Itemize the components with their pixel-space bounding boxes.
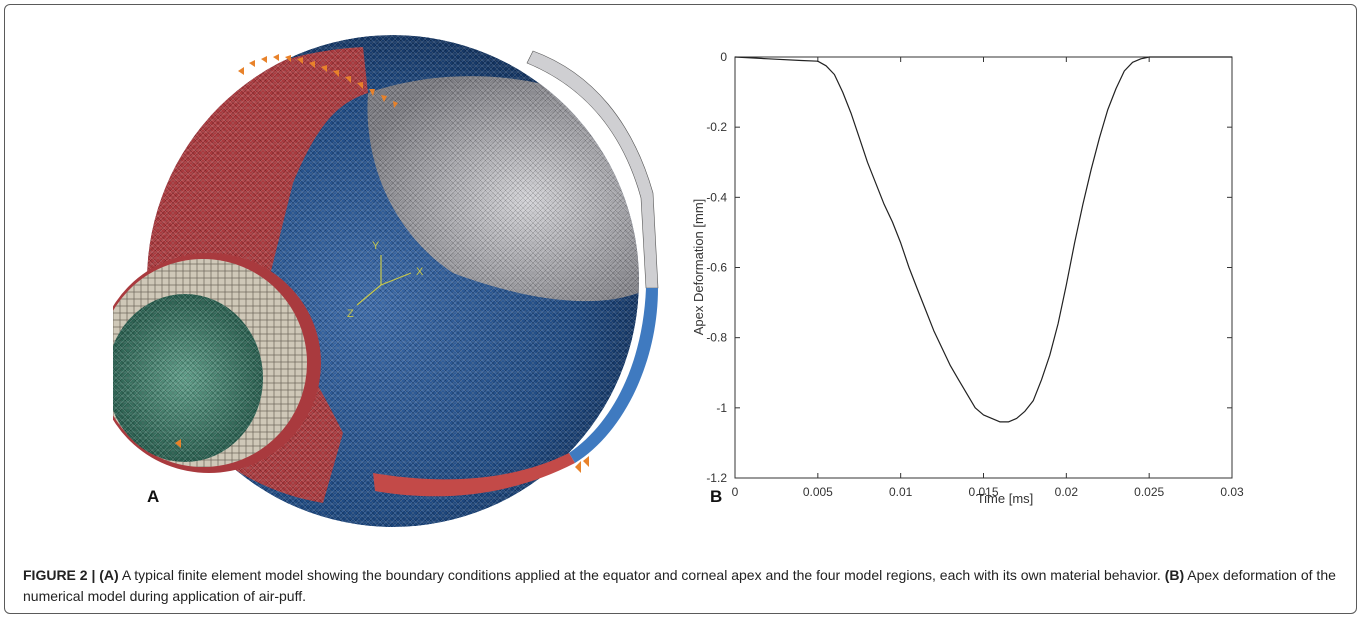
equator-band-red [373,453,575,497]
x-axis-label: Time [ms] [977,491,1034,506]
axis-label-y: Y [372,240,380,252]
x-tick-label: 0 [732,485,739,499]
caption-panel-b-tag: (B) [1164,567,1185,583]
x-tick-label: 0.005 [803,485,833,499]
y-tick-label: -0.8 [706,331,727,345]
panel-b-label: B [710,487,723,506]
coordinate-axes [356,255,412,306]
x-tick-label: 0.03 [1220,485,1244,499]
x-tick-label: 0.02 [1055,485,1079,499]
axis-label-x: X [416,266,424,278]
y-tick-label: -0.2 [706,120,727,134]
caption-figure-label: FIGURE 2 | [23,567,96,583]
y-tick-label: -0.4 [706,190,727,204]
deformation-series-line [734,56,1232,423]
panel-a-label: A [147,487,160,506]
x-tick-label: 0.01 [889,485,913,499]
y-axis-label: Apex Deformation [mm] [691,199,706,336]
equator-band-blue [569,288,658,463]
x-tick-label: 0.025 [1134,485,1164,499]
equator-boundary-markers [175,54,589,473]
caption-panel-a-text: A typical finite element model showing t… [118,567,1165,583]
figure-caption: FIGURE 2 | (A) A typical finite element … [23,565,1343,607]
x-tick-label: 0.015 [968,485,998,499]
finite-element-model: Y X Z [113,35,659,527]
y-tick-label: -1 [716,401,727,415]
plot-area: 0 0.005 0.01 0.015 0.02 0.025 0.03 0 -0.2 -0.4 -0.… [706,50,1244,499]
apex-deformation-chart: 0 0.005 0.01 0.015 0.02 0.025 0.03 0 -0.2 -0.4 -0.… [691,50,1244,506]
y-tick-label: 0 [720,50,727,64]
caption-panel-a-tag: (A) [99,567,119,583]
caption-panel-b-text: Apex deformation of the numerical model … [23,567,1336,604]
figure-frame: Y X Z A 0 0.005 0.01 0.015 0.02 0.025 0.03 0 -0.… [4,4,1357,614]
axis-label-z: Z [347,308,354,320]
y-tick-label: -1.2 [706,471,727,485]
y-tick-label: -0.6 [706,261,727,275]
